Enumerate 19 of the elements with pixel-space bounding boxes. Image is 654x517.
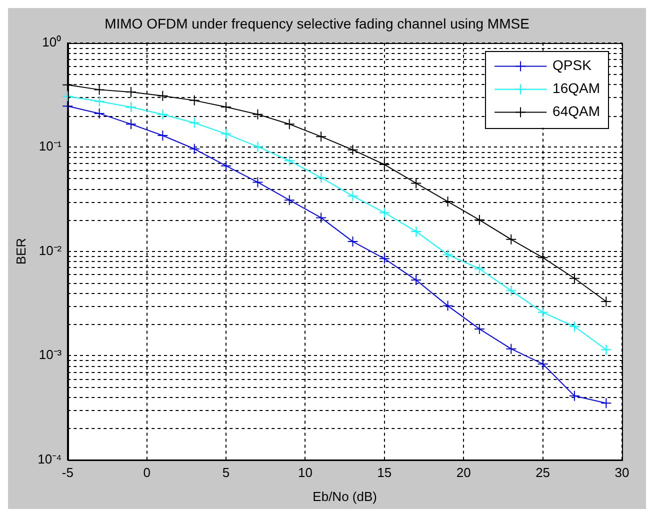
x-tick-label: 15 <box>377 465 392 480</box>
x-tick-label: 5 <box>222 465 230 480</box>
x-tick-label: 30 <box>614 465 630 480</box>
legend-label: QPSK <box>552 57 592 74</box>
y-tick-label: 10⁰ <box>42 34 62 50</box>
x-tick-label: 25 <box>536 465 550 480</box>
y-axis-title: BER <box>13 238 28 265</box>
x-axis-title: Eb/No (dB) <box>312 488 377 504</box>
y-tick-label: 10⁻¹ <box>38 138 62 154</box>
y-tick-label: 10⁻⁴ <box>38 451 62 466</box>
y-tick-label: 10⁻² <box>38 242 62 258</box>
legend-label: 16QAM <box>552 80 600 96</box>
x-tick-label: -5 <box>62 465 74 480</box>
legend-label: 64QAM <box>552 103 600 120</box>
x-tick-label: 0 <box>143 465 150 480</box>
x-tick-label: 10 <box>298 465 312 480</box>
y-tick-label: 10⁻³ <box>38 347 62 362</box>
x-tick-label: 20 <box>456 465 471 480</box>
chart-title: MIMO OFDM under frequency selective fading channel using MMSE <box>104 15 530 32</box>
